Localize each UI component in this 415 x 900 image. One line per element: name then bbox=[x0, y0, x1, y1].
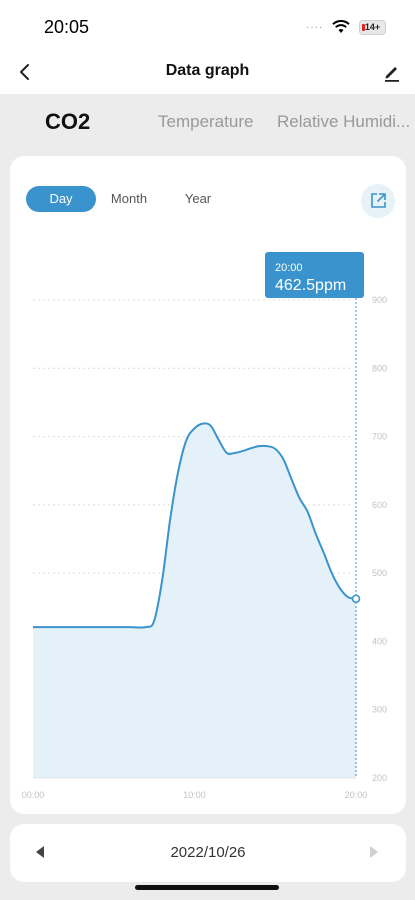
back-button[interactable] bbox=[12, 58, 40, 86]
tab-co2[interactable]: CO2 bbox=[45, 109, 91, 134]
edit-button[interactable] bbox=[380, 60, 404, 84]
pencil-icon bbox=[385, 67, 399, 82]
range-month-button[interactable]: Month bbox=[110, 191, 148, 206]
y-tick-label: 400 bbox=[372, 636, 387, 646]
tooltip-time: 20:00 bbox=[275, 262, 303, 274]
y-tick-label: 800 bbox=[372, 363, 387, 373]
y-tick-label: 600 bbox=[372, 500, 387, 510]
metric-tabs: CO2 Temperature Relative Humidi... bbox=[0, 94, 415, 154]
co2-chart[interactable]: 900 800 700 600 500 400 300 200 00:00 10:00 20:00 2… bbox=[10, 156, 406, 814]
cursor-point bbox=[351, 594, 361, 604]
x-tick-label: 10:00 bbox=[183, 790, 206, 800]
co2-line bbox=[32, 422, 357, 629]
range-day-button[interactable]: Day bbox=[26, 186, 96, 212]
chevron-left-icon bbox=[20, 64, 29, 80]
battery-low-indicator bbox=[362, 24, 365, 31]
y-tick-label: 300 bbox=[372, 705, 387, 715]
share-export-icon bbox=[371, 193, 386, 208]
status-bar: 20:05 ···· 14+ bbox=[0, 0, 415, 50]
x-tick-label: 00:00 bbox=[22, 790, 45, 800]
next-date-button[interactable] bbox=[370, 846, 378, 858]
tab-relative-humidity[interactable]: Relative Humidi... bbox=[277, 112, 411, 131]
page-title: Data graph bbox=[165, 62, 250, 79]
wifi-icon bbox=[332, 20, 350, 33]
home-indicator bbox=[135, 885, 279, 890]
export-button[interactable] bbox=[361, 184, 395, 218]
battery-icon: 14+ bbox=[359, 20, 386, 35]
status-time: 20:05 bbox=[44, 17, 90, 37]
current-date: 2022/10/26 bbox=[170, 844, 246, 861]
y-tick-label: 900 bbox=[372, 295, 387, 305]
co2-area bbox=[33, 423, 356, 778]
battery-label: 14+ bbox=[364, 22, 381, 32]
y-tick-label: 200 bbox=[372, 773, 387, 783]
y-tick-label: 700 bbox=[372, 432, 387, 442]
nav-bar: Data graph bbox=[0, 50, 415, 94]
tooltip-box bbox=[265, 252, 364, 298]
signal-dots-icon: ···· bbox=[306, 22, 324, 33]
tab-temperature[interactable]: Temperature bbox=[158, 112, 254, 131]
range-year-button[interactable]: Year bbox=[184, 191, 212, 206]
date-navigator: 2022/10/26 bbox=[10, 824, 406, 882]
x-tick-label: 20:00 bbox=[345, 790, 368, 800]
chart-card: Day Month Year 900 800 700 600 500 400 300 200 0… bbox=[10, 156, 406, 814]
tooltip-value: 462.5ppm bbox=[275, 277, 346, 294]
y-tick-label: 500 bbox=[372, 568, 387, 578]
previous-date-button[interactable] bbox=[36, 846, 44, 858]
